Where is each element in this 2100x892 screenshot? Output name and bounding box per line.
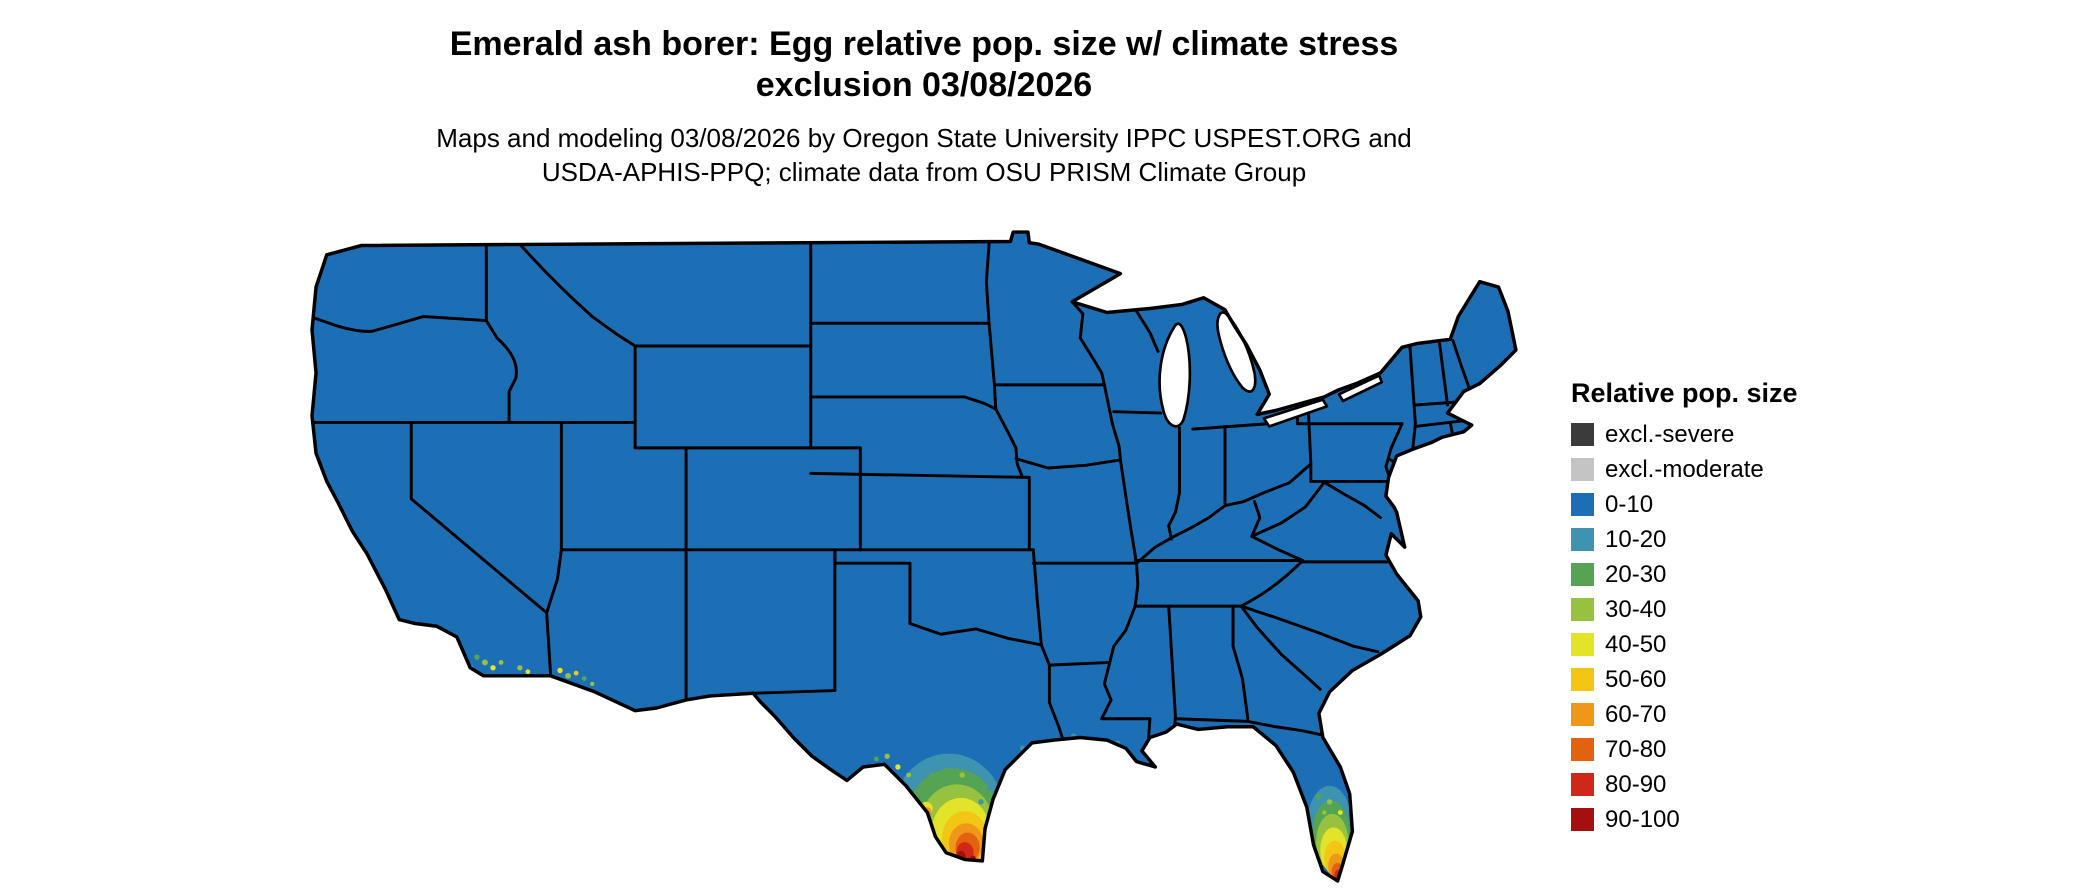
legend-item-label: 50-60 xyxy=(1605,665,1667,693)
legend-item: 10-20 xyxy=(1571,524,1871,555)
map-subtitle-line2: USDA-APHIS-PPQ; climate data from OSU PR… xyxy=(541,156,1307,187)
lake-michigan xyxy=(1158,322,1192,428)
legend-item: excl.-severe xyxy=(1571,419,1871,450)
legend-item-label: 70-80 xyxy=(1605,735,1667,763)
legend-swatch xyxy=(1571,598,1594,621)
map-figure xyxy=(308,228,1528,885)
map-title-line2: exclusion 03/08/2026 xyxy=(755,66,1093,105)
legend-items: excl.-severe excl.-moderate 0-10 10-20 20-30… xyxy=(1571,419,1871,835)
legend-swatch xyxy=(1571,493,1594,516)
legend-item: 80-90 xyxy=(1571,769,1871,800)
great-lakes xyxy=(1158,311,1384,428)
map-subtitle: Maps and modeling 03/08/2026 by Oregon S… xyxy=(0,122,1848,190)
legend-item-label: 30-40 xyxy=(1605,595,1667,623)
legend-item-label: 80-90 xyxy=(1605,770,1667,798)
legend-swatch xyxy=(1571,773,1594,796)
legend-swatch xyxy=(1571,703,1594,726)
legend-swatch xyxy=(1571,423,1594,446)
legend-item: 50-60 xyxy=(1571,664,1871,695)
legend-item-label: 90-100 xyxy=(1605,805,1680,833)
legend-item: 90-100 xyxy=(1571,804,1871,835)
legend-item: 20-30 xyxy=(1571,559,1871,590)
legend-item: 70-80 xyxy=(1571,734,1871,765)
legend-swatch xyxy=(1571,458,1594,481)
legend-item: 60-70 xyxy=(1571,699,1871,730)
us-map xyxy=(310,230,1518,883)
hotspot-southern-california xyxy=(469,654,531,675)
legend: Relative pop. size excl.-severe excl.-mod… xyxy=(1571,378,1871,839)
hotspot-arizona xyxy=(557,667,595,687)
lake-ontario xyxy=(1337,374,1384,403)
legend-swatch xyxy=(1571,668,1594,691)
legend-swatch xyxy=(1571,808,1594,831)
legend-item-label: 0-10 xyxy=(1605,490,1654,518)
legend-item: excl.-moderate xyxy=(1571,454,1871,485)
legend-swatch xyxy=(1571,738,1594,761)
hotspot-south-florida xyxy=(1306,785,1353,881)
map-title: Emerald ash borer: Egg relative pop. siz… xyxy=(0,24,1848,107)
legend-item: 30-40 xyxy=(1571,594,1871,625)
legend-item-label: 60-70 xyxy=(1605,700,1667,728)
legend-swatch xyxy=(1571,528,1594,551)
legend-swatch xyxy=(1571,563,1594,586)
legend-swatch xyxy=(1571,633,1594,656)
legend-item-label: 10-20 xyxy=(1605,525,1667,553)
legend-item-label: 40-50 xyxy=(1605,630,1667,658)
map-title-line1: Emerald ash borer: Egg relative pop. siz… xyxy=(449,25,1399,63)
lake-erie xyxy=(1262,398,1329,428)
legend-title: Relative pop. size xyxy=(1571,378,1798,408)
legend-item-label: excl.-moderate xyxy=(1605,455,1764,483)
map-subtitle-line1: Maps and modeling 03/08/2026 by Oregon S… xyxy=(436,123,1412,153)
legend-item: 0-10 xyxy=(1571,489,1871,520)
legend-item-label: 20-30 xyxy=(1605,560,1667,588)
legend-item: 40-50 xyxy=(1571,629,1871,660)
legend-item-label: excl.-severe xyxy=(1605,420,1735,448)
